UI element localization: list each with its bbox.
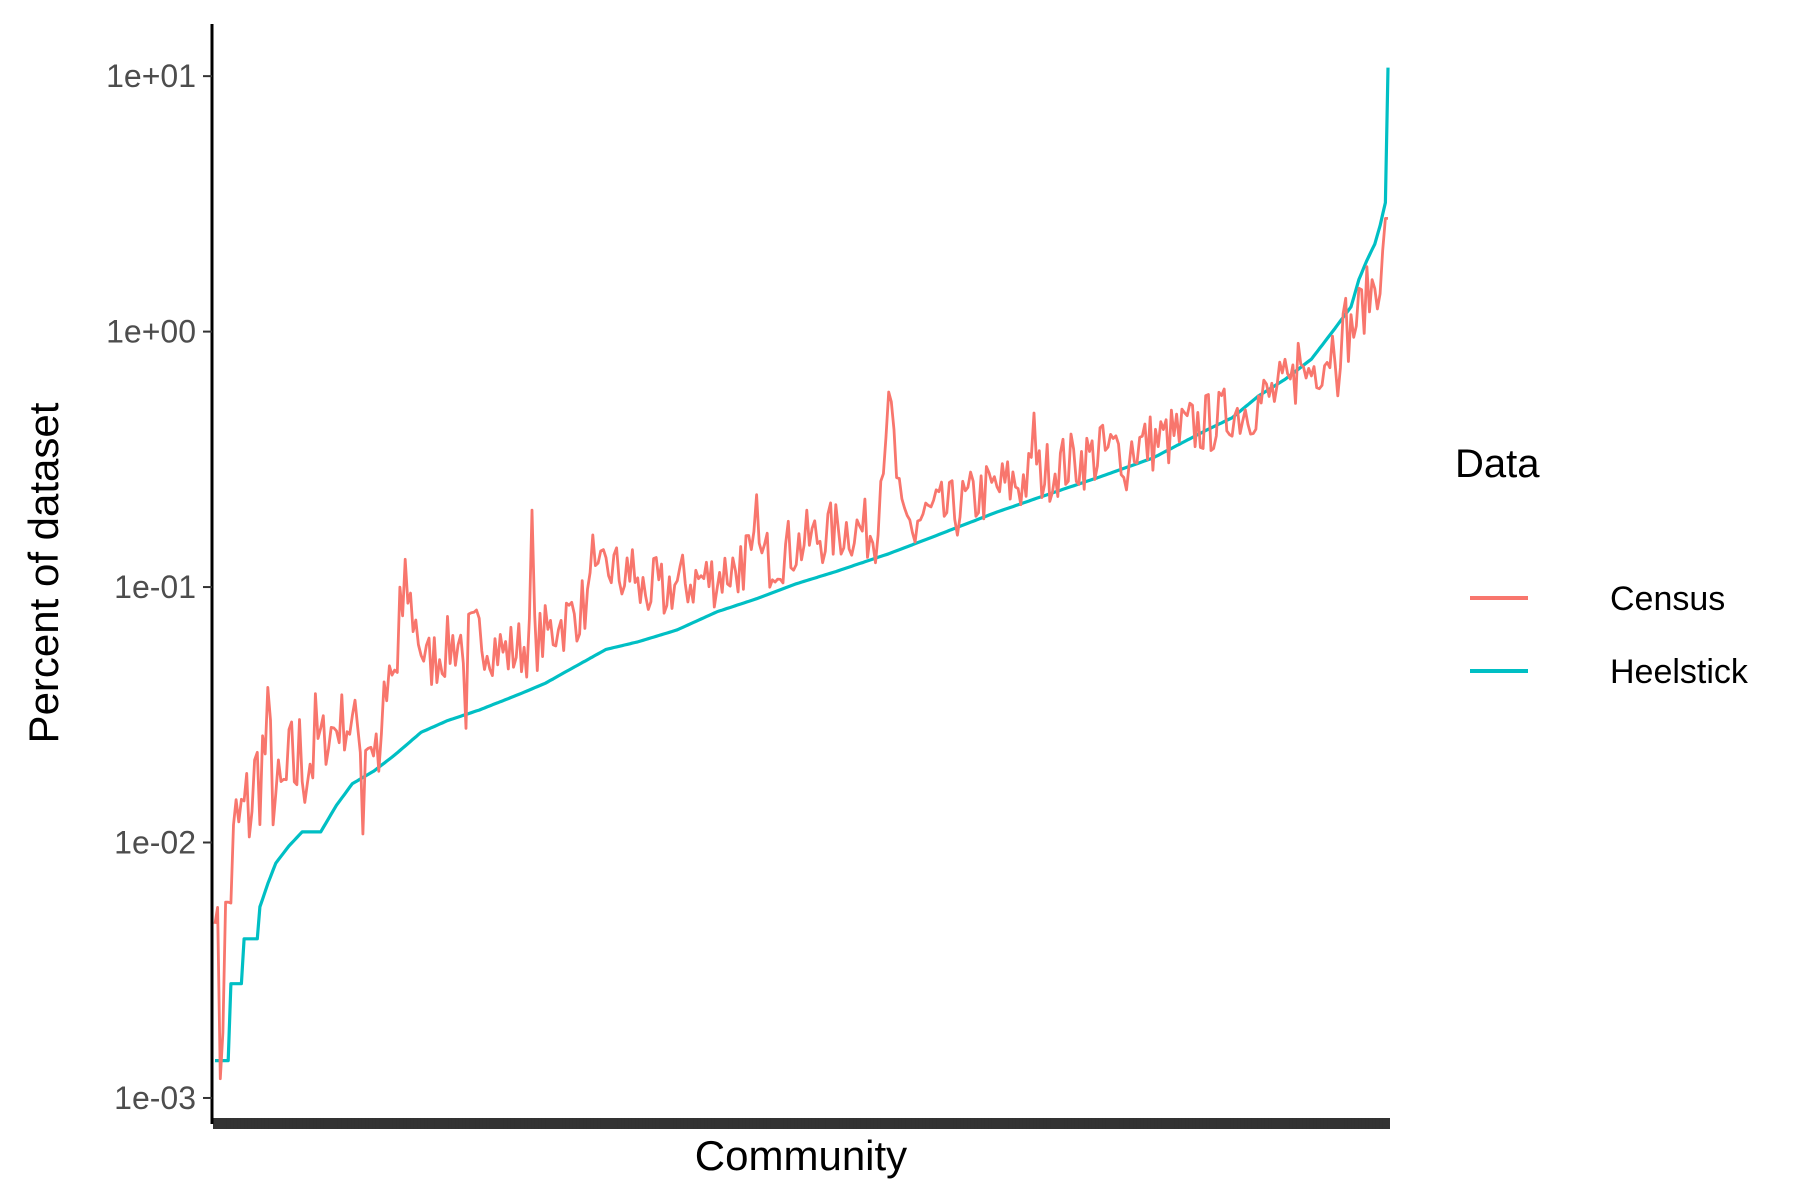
y-tick-label: 1e+01	[106, 58, 196, 94]
legend-label-census: Census	[1610, 580, 1725, 618]
y-tick-label: 1e-03	[114, 1080, 196, 1116]
y-tick-label: 1e-02	[114, 825, 196, 861]
legend-label-heelstick: Heelstick	[1610, 653, 1749, 691]
y-tick-label: 1e-01	[114, 569, 196, 605]
x-axis-title: Community	[695, 1132, 907, 1179]
legend-title: Data	[1455, 442, 1540, 486]
x-axis-ticks	[213, 1118, 1390, 1129]
y-axis-ticks: 1e-03 1e-02 1e-01 1e+00 1e+01	[106, 58, 212, 1116]
y-axis-title: Percent of dataset	[20, 402, 67, 743]
series-line-heelstick	[215, 67, 1390, 1063]
series-line-census	[213, 217, 1388, 1081]
legend: Data Census Heelstick	[1455, 442, 1749, 691]
y-tick-label: 1e+00	[106, 314, 196, 350]
plot-lines	[213, 67, 1390, 1081]
